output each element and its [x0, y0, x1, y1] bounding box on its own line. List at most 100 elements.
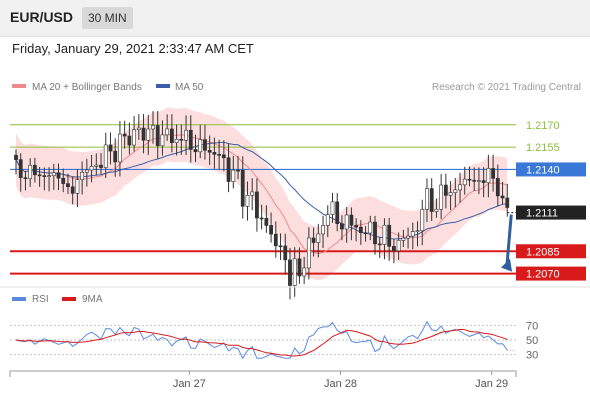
candle-body	[387, 224, 392, 247]
candle-body	[259, 217, 264, 220]
rsi-legend: RSI 9MA	[12, 294, 103, 305]
candle-body	[132, 129, 136, 146]
candle-body	[392, 246, 396, 252]
level-tag-1.2111	[516, 205, 586, 220]
candle-body	[80, 171, 85, 181]
candle-body	[28, 164, 33, 180]
candle-body	[505, 197, 510, 208]
candle-body	[198, 139, 203, 153]
candle-body	[382, 224, 387, 245]
candle-body	[66, 183, 70, 188]
candle-body	[420, 209, 425, 231]
candle-body	[439, 184, 444, 210]
level-tag-1.2070	[516, 266, 586, 281]
candle-body	[358, 226, 363, 234]
ma50-legend-swatch	[156, 84, 170, 88]
candle-body	[292, 258, 297, 286]
candle-body	[160, 134, 165, 147]
candle-body	[127, 135, 132, 146]
bollinger-legend-label: MA 20 + Bollinger Bands	[32, 82, 142, 93]
candle-body	[330, 201, 335, 215]
candle-body	[245, 195, 250, 207]
rsi-legend-label: RSI	[32, 294, 49, 305]
candle-body	[302, 267, 307, 277]
level-label-1.2155: 1.2155	[526, 142, 560, 154]
candle-body	[118, 133, 122, 163]
candle-body	[146, 128, 151, 141]
candle-body	[70, 186, 75, 194]
candle-body	[434, 208, 439, 212]
candle-body	[236, 169, 240, 172]
bollinger-legend-swatch	[12, 84, 26, 88]
candle-body	[306, 237, 311, 269]
candle-body	[481, 180, 486, 183]
rsi-ma9-line	[15, 328, 508, 357]
candle-body	[231, 169, 236, 182]
level-label-1.2170: 1.2170	[526, 120, 560, 132]
candle-body	[401, 237, 406, 241]
candle-body	[207, 150, 212, 153]
candle-body	[212, 152, 217, 155]
ma50-line	[15, 141, 508, 240]
candle-body	[467, 178, 472, 181]
candle-body	[462, 178, 467, 186]
candle-body	[349, 214, 354, 226]
candle-body	[51, 172, 56, 177]
candle-body	[491, 168, 496, 179]
candle-body	[297, 258, 302, 277]
candle-body	[453, 189, 458, 193]
candle-body	[288, 259, 292, 286]
candle-body	[165, 128, 170, 136]
timeframe-badge[interactable]: 30 MIN	[82, 7, 133, 29]
candle-body	[477, 180, 481, 182]
candle-body	[344, 214, 349, 230]
candle-body	[122, 133, 127, 137]
forecast-arrow-shaft	[505, 214, 513, 265]
candle-body	[94, 164, 99, 167]
candle-body	[273, 233, 278, 247]
candle-body	[103, 144, 108, 168]
candle-body	[32, 164, 37, 176]
candle-body	[56, 172, 61, 179]
level-label-1.2070: 1.2070	[526, 269, 560, 281]
candle-body	[37, 174, 42, 177]
candle-body	[325, 214, 330, 226]
ma20-line	[15, 133, 508, 255]
rsi-tick-70: 70	[526, 320, 538, 332]
candle-body	[169, 128, 174, 143]
candle-body	[283, 245, 288, 261]
candle-body	[226, 157, 231, 182]
candle-body	[14, 154, 18, 160]
candle-body	[410, 231, 415, 237]
candle-body	[264, 218, 269, 226]
candle-body	[188, 129, 193, 150]
candle-body	[61, 177, 66, 184]
candle-body	[250, 191, 255, 196]
candle-body	[89, 166, 94, 171]
candle-body	[155, 125, 160, 147]
candle-body	[316, 233, 321, 243]
level-label-1.2140: 1.2140	[526, 164, 560, 176]
candle-body	[278, 245, 283, 248]
candle-body	[84, 169, 89, 173]
candle-body	[373, 221, 377, 245]
candle-body	[425, 188, 429, 210]
bollinger-band-area	[16, 107, 508, 281]
credit-label: Research © 2021 Trading Central	[432, 82, 581, 93]
candle-body	[113, 150, 118, 163]
chart-legend: MA 20 + Bollinger Bands MA 50 Research ©…	[12, 82, 581, 93]
datetime-label: Friday, January 29, 2021 2:33:47 AM CET	[12, 41, 254, 56]
candle-body	[240, 170, 245, 207]
rsi-tick-30: 30	[526, 350, 538, 362]
candle-body	[448, 192, 453, 196]
candle-body	[486, 168, 491, 183]
candle-body	[179, 138, 184, 141]
candle-body	[335, 201, 340, 224]
candle-body	[108, 144, 113, 152]
rsi-tick-50: 50	[526, 335, 538, 347]
candle-body	[472, 179, 477, 182]
candle-body	[495, 178, 500, 197]
ma50-legend-label: MA 50	[175, 82, 204, 93]
candle-body	[415, 230, 420, 232]
